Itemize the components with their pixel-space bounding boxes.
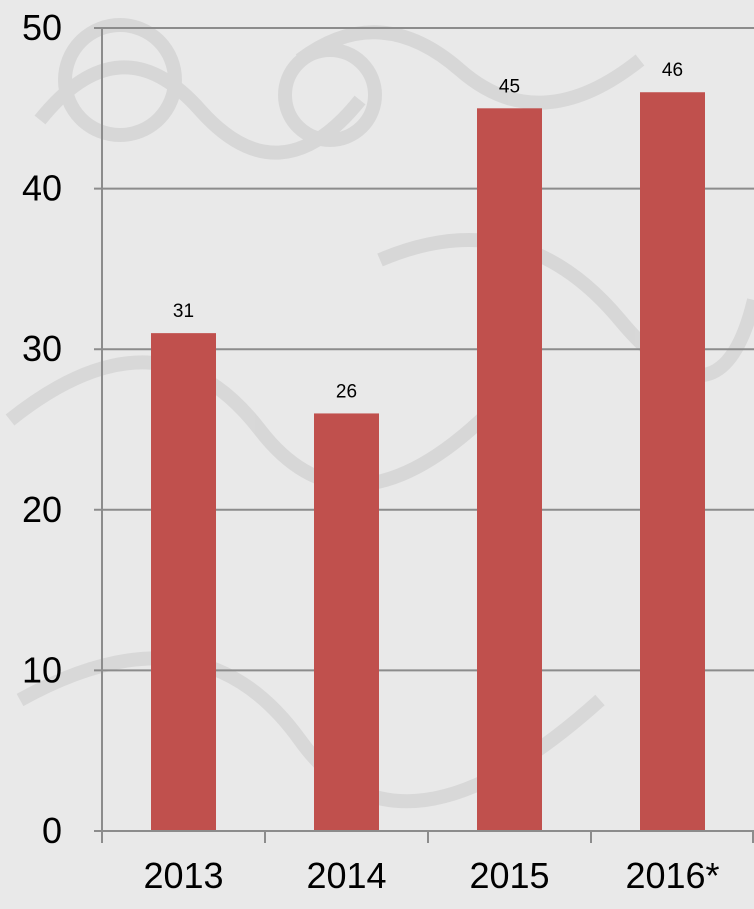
bar-2016 [640, 92, 705, 832]
watermark-curve [295, 25, 645, 110]
watermark-circle [278, 43, 382, 147]
x-tick-label: 2015 [469, 855, 549, 896]
x-tick-label: 2013 [143, 855, 223, 896]
watermark-circle [58, 18, 182, 142]
data-labels: 31 26 45 46 [173, 60, 683, 402]
bar-2014 [314, 413, 379, 831]
axes [94, 28, 754, 843]
y-tick-label: 0 [42, 810, 62, 851]
watermark-curve [5, 355, 526, 492]
y-tick-label: 30 [22, 328, 62, 369]
x-tick-label: 2016* [625, 855, 719, 896]
data-label: 31 [173, 301, 194, 322]
bar-2013 [151, 333, 216, 831]
bars [151, 92, 705, 832]
data-label: 45 [499, 76, 520, 97]
x-tick-label: 2014 [306, 855, 386, 896]
data-label: 26 [336, 381, 357, 402]
watermark-curve [34, 60, 366, 160]
y-tick-label: 50 [22, 7, 62, 48]
y-tick-label: 40 [22, 168, 62, 209]
watermark-curve [377, 233, 754, 383]
data-label: 46 [662, 60, 683, 81]
bar-2015 [477, 108, 542, 832]
y-tick-label: 10 [22, 649, 62, 690]
x-axis-tick-labels: 2013 2014 2015 2016* [143, 855, 719, 896]
y-tick-label: 20 [22, 489, 62, 530]
y-axis-tick-labels: 0 10 20 30 40 50 [22, 7, 62, 851]
